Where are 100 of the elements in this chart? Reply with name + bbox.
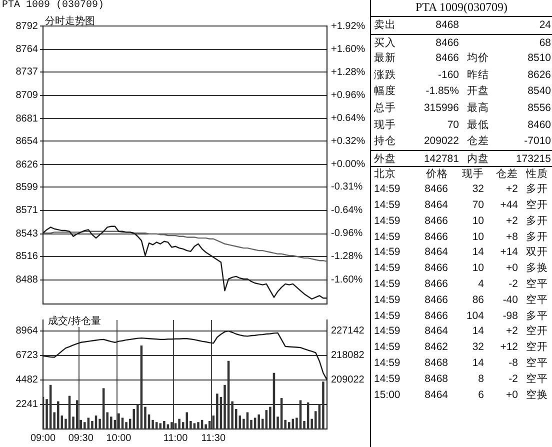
y2-tick-label: -0.31% xyxy=(331,181,363,192)
text: 涨跌 xyxy=(374,68,397,83)
text: 8468 xyxy=(424,356,448,371)
bar xyxy=(193,423,196,429)
chart-title: PTA 1009 (030709) xyxy=(2,0,104,11)
y-tick-label: 8543 xyxy=(16,228,38,240)
text: 8540 xyxy=(526,84,551,100)
text: 开盘 xyxy=(466,84,490,100)
text: 均价 xyxy=(466,51,490,66)
text: 10 xyxy=(471,230,484,245)
bar xyxy=(121,418,124,429)
text: 32 xyxy=(471,182,484,198)
text: 卖出 xyxy=(374,18,397,33)
text: 空平 xyxy=(525,276,548,292)
y2-tick-label: +0.64% xyxy=(331,112,366,124)
y-tick-label: 8626 xyxy=(16,159,38,170)
text: 6 xyxy=(477,388,484,402)
text: 8466 xyxy=(424,292,448,308)
text: 142781 xyxy=(422,152,459,167)
text: 8466 xyxy=(424,182,448,198)
text: 86 xyxy=(471,292,484,308)
bar xyxy=(170,422,173,429)
text: 14:59 xyxy=(374,245,402,260)
bar xyxy=(163,421,166,429)
text: 多平 xyxy=(525,308,548,324)
text: 8468 xyxy=(434,18,459,33)
text: 空开 xyxy=(525,324,548,340)
y-tick-label: 8516 xyxy=(16,251,38,262)
text: 14:59 xyxy=(374,230,402,245)
text: 8466 xyxy=(434,36,459,51)
text: 14:59 xyxy=(374,261,402,276)
y-tick-label: 8792 xyxy=(16,20,38,32)
text: 昨结 xyxy=(466,68,490,83)
text: 14:59 xyxy=(374,372,402,387)
bar xyxy=(87,418,90,429)
text: 价格 xyxy=(425,167,448,182)
text: 8466 xyxy=(424,276,448,292)
text: 14:59 xyxy=(374,182,402,198)
text: 多换 xyxy=(525,261,548,276)
text: 8556 xyxy=(526,100,551,116)
text: 15:00 xyxy=(374,388,402,402)
text: 总手 xyxy=(374,100,397,116)
y2-tick-label: +0.00% xyxy=(331,159,366,170)
chart-title: 成交/持仓量 xyxy=(46,316,103,327)
text: 173215 xyxy=(514,152,551,167)
text: 现手 xyxy=(374,118,397,133)
y-tick-label: 8599 xyxy=(16,182,38,193)
bar xyxy=(197,422,200,429)
text: +14 xyxy=(499,245,518,260)
text: -2 xyxy=(508,276,518,292)
x-tick-label: 10:00 xyxy=(106,432,132,444)
bar xyxy=(174,423,177,429)
text: 空平 xyxy=(525,292,548,308)
x-tick-label: 11:30 xyxy=(201,432,226,444)
text: 10 xyxy=(471,214,484,229)
y-tick-label: 8681 xyxy=(16,113,38,124)
bar xyxy=(118,413,120,429)
text: -98 xyxy=(502,308,518,324)
text: 8626 xyxy=(526,68,551,83)
text: -40 xyxy=(502,292,518,308)
y2-tick-label: -0.96% xyxy=(331,228,363,240)
bar xyxy=(182,422,184,429)
y2-tick-label: 218082 xyxy=(331,350,365,362)
bar xyxy=(155,422,158,429)
bar xyxy=(254,418,256,429)
text: 70 xyxy=(446,118,459,133)
text: 8466 xyxy=(424,214,448,229)
text: 10 xyxy=(471,261,484,276)
y-tick-label: 6723 xyxy=(16,350,38,362)
text: -8 xyxy=(508,356,518,371)
y-tick-label: 4482 xyxy=(16,374,38,386)
text: +0 xyxy=(505,261,518,276)
text: -7010 xyxy=(523,134,551,150)
text: 多开 xyxy=(525,214,548,229)
text: 14 xyxy=(471,356,484,371)
text: +2 xyxy=(505,214,518,229)
x-tick-label: 11:00 xyxy=(163,432,188,444)
text: 仓差 xyxy=(495,167,518,182)
y-tick-label: 8571 xyxy=(16,205,38,216)
text: 8466 xyxy=(434,51,459,66)
text: 空开 xyxy=(525,198,548,213)
text: 14:59 xyxy=(374,198,402,213)
y-tick-label: 8709 xyxy=(16,90,38,102)
bar xyxy=(204,424,207,429)
y-tick-label: 8654 xyxy=(16,136,38,147)
y-tick-label: 8488 xyxy=(16,274,38,286)
y2-tick-label: +1.60% xyxy=(331,44,366,55)
text: 持仓 xyxy=(374,134,397,150)
bar xyxy=(178,418,180,429)
text: 32 xyxy=(471,340,484,356)
y2-tick-label: -1.28% xyxy=(331,251,363,262)
text: 8460 xyxy=(526,118,551,133)
text: PTA 1009(030709) xyxy=(371,0,552,17)
text: +2 xyxy=(505,182,518,198)
text: 双开 xyxy=(525,245,548,260)
text: 性质 xyxy=(524,167,548,182)
text: -160 xyxy=(436,68,459,83)
text: 8464 xyxy=(424,388,448,402)
text: 8464 xyxy=(424,324,448,340)
y-tick-label: 8737 xyxy=(16,66,38,78)
